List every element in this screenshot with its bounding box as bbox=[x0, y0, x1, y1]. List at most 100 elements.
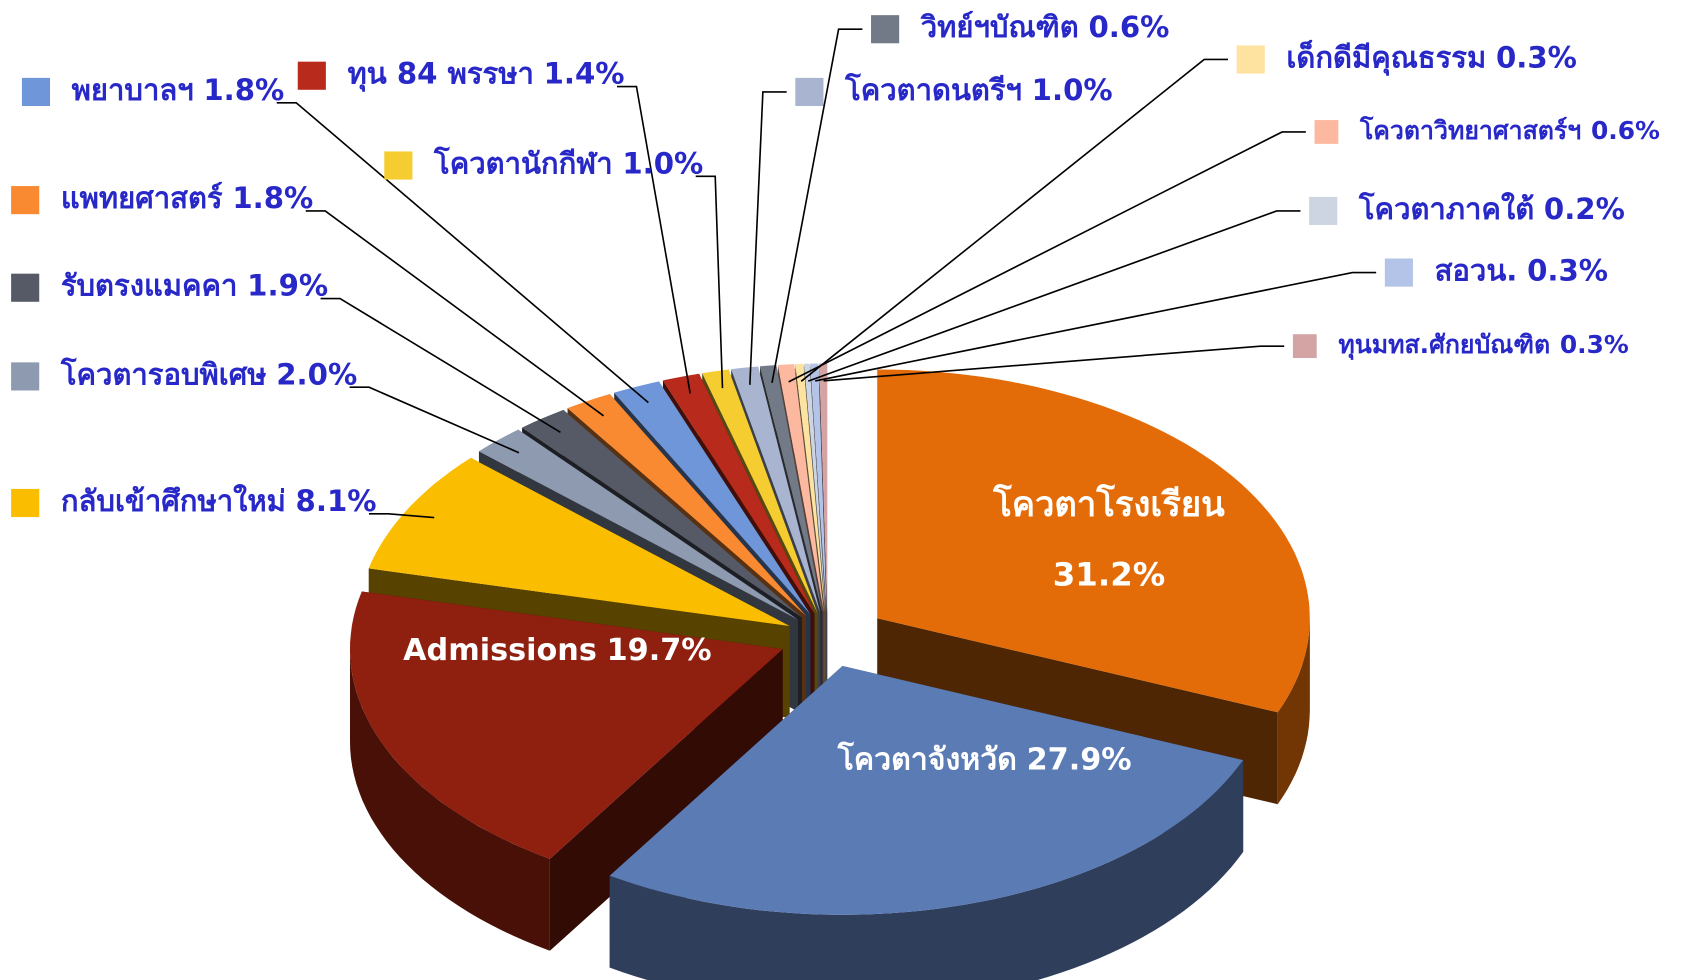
category-name: โควตารอบพิเศษ bbox=[60, 356, 267, 391]
value-label: 0.3% bbox=[1527, 254, 1608, 288]
category-name: โควตาดนตรีฯ bbox=[844, 72, 1022, 107]
slice bbox=[614, 381, 811, 615]
slice bbox=[760, 365, 823, 613]
category-name: โควตานักกีฬา bbox=[433, 145, 613, 180]
value-label: 1.8% bbox=[232, 181, 313, 215]
legend-swatch bbox=[384, 151, 413, 180]
value-label: 0.3% bbox=[1560, 330, 1629, 359]
data-label: Admissions 19.7% bbox=[403, 633, 712, 668]
slice bbox=[349, 591, 783, 859]
value-label: 8.1% bbox=[296, 484, 377, 518]
legend-swatch bbox=[871, 15, 900, 44]
value-label: 1.4% bbox=[544, 57, 625, 91]
category-name: โควตาวิทยาศาสตร์ฯ bbox=[1359, 115, 1581, 145]
category-name: วิทย์ฯบัณฑิต bbox=[920, 10, 1079, 44]
legend-swatch bbox=[1236, 45, 1265, 74]
category-name: ทุนมทส.ศักยบัณฑิต bbox=[1338, 330, 1550, 361]
category-name: สอวน. bbox=[1435, 254, 1518, 288]
value-label: 2.0% bbox=[276, 357, 357, 391]
slice bbox=[609, 665, 1244, 915]
leader-line bbox=[616, 85, 691, 394]
slice bbox=[795, 363, 826, 613]
value-label: 0.6% bbox=[1088, 10, 1169, 44]
slice bbox=[522, 409, 802, 618]
leader-line bbox=[788, 131, 1306, 383]
data-label: สอวน. 0.3% bbox=[1435, 254, 1608, 288]
legend-swatch bbox=[1292, 334, 1317, 359]
data-label: กลับเข้าศึกษาใหม่ 8.1% bbox=[61, 484, 377, 518]
data-label: ทุนมทส.ศักยบัณฑิต 0.3% bbox=[1338, 330, 1629, 361]
category-name: แพทยศาสตร์ bbox=[61, 181, 223, 215]
slice-wall bbox=[1277, 618, 1310, 805]
value-label: 19.7% bbox=[607, 633, 712, 668]
value-label: 0.3% bbox=[1496, 40, 1577, 74]
data-label: รับตรงแมคคา 1.9% bbox=[61, 269, 328, 303]
category-name: โควตาภาคใต้ bbox=[1358, 191, 1534, 226]
legend-swatch bbox=[1309, 196, 1338, 225]
slice bbox=[702, 369, 818, 613]
data-label: โควตาจังหวัด 27.9% bbox=[837, 740, 1132, 777]
data-label: โควตาภาคใต้ 0.2% bbox=[1358, 191, 1625, 226]
legend-swatch bbox=[11, 488, 40, 518]
leader-line bbox=[305, 210, 605, 417]
value-label: 27.9% bbox=[1027, 742, 1132, 777]
slice bbox=[810, 363, 827, 613]
leader-line bbox=[771, 28, 863, 384]
value-label: 0.2% bbox=[1544, 192, 1625, 226]
data-label: วิทย์ฯบัณฑิต 0.6% bbox=[920, 10, 1169, 44]
data-label: โควตาดนตรีฯ 1.0% bbox=[844, 72, 1113, 107]
leader-line bbox=[749, 91, 787, 385]
leader-line bbox=[368, 512, 435, 519]
data-label: เด็กดีมีคุณธรรม 0.3% bbox=[1286, 39, 1577, 75]
legend-swatch bbox=[1384, 258, 1413, 287]
slice bbox=[567, 394, 807, 616]
legend-swatch bbox=[795, 77, 824, 107]
category-name: เด็กดีมีคุณธรรม bbox=[1286, 39, 1486, 75]
leader-line bbox=[823, 345, 1285, 382]
legend-swatch bbox=[21, 77, 51, 107]
leader-line bbox=[695, 175, 724, 389]
category-name: พยาบาลฯ bbox=[72, 73, 194, 107]
category-name: โควตาโรงเรียน bbox=[992, 483, 1225, 525]
value-label: 1.9% bbox=[247, 269, 328, 303]
legend-swatch bbox=[11, 362, 40, 391]
legend-swatch bbox=[297, 61, 326, 90]
value-label: 1.0% bbox=[1032, 73, 1113, 107]
leader-line bbox=[320, 297, 561, 434]
data-label: โควตาวิทยาศาสตร์ฯ 0.6% bbox=[1359, 115, 1660, 145]
slice bbox=[731, 366, 821, 613]
data-label: โควตานักกีฬา 1.0% bbox=[433, 145, 703, 180]
data-label: ทุน 84 พรรษา 1.4% bbox=[348, 57, 625, 92]
slice-wall bbox=[609, 760, 1244, 980]
slice bbox=[877, 369, 1310, 713]
leader-line bbox=[349, 386, 520, 454]
leader-line bbox=[815, 271, 1377, 382]
category-name: รับตรงแมคคา bbox=[61, 269, 238, 303]
slice-wall bbox=[349, 649, 550, 951]
leader-line bbox=[800, 58, 1228, 382]
category-name: กลับเข้าศึกษาใหม่ bbox=[61, 484, 286, 518]
category-name: Admissions bbox=[403, 633, 597, 668]
value-label: 1.8% bbox=[203, 73, 284, 107]
slice bbox=[804, 363, 826, 613]
value-label: 31.2% bbox=[1053, 556, 1166, 594]
value-label: 0.6% bbox=[1591, 116, 1660, 145]
leader-line bbox=[276, 101, 649, 404]
value-label: 1.0% bbox=[622, 146, 703, 180]
category-name: โควตาจังหวัด bbox=[837, 740, 1017, 777]
legend-swatch bbox=[1314, 120, 1339, 144]
slice bbox=[777, 364, 824, 613]
leader-line bbox=[807, 210, 1301, 382]
legend-swatch bbox=[11, 186, 40, 215]
slice bbox=[819, 363, 828, 613]
labels: โควตาโรงเรียน 31.2% โควตาจังหวัด 27.9% Admis… bbox=[11, 10, 1660, 777]
data-label: โควตารอบพิเศษ 2.0% bbox=[60, 356, 357, 391]
data-label: แพทยศาสตร์ 1.8% bbox=[61, 181, 313, 215]
slice bbox=[368, 457, 790, 626]
category-name: ทุน 84 พรรษา bbox=[348, 57, 534, 92]
data-label: พยาบาลฯ 1.8% bbox=[72, 73, 285, 107]
slice bbox=[478, 429, 798, 620]
slice bbox=[662, 373, 815, 614]
